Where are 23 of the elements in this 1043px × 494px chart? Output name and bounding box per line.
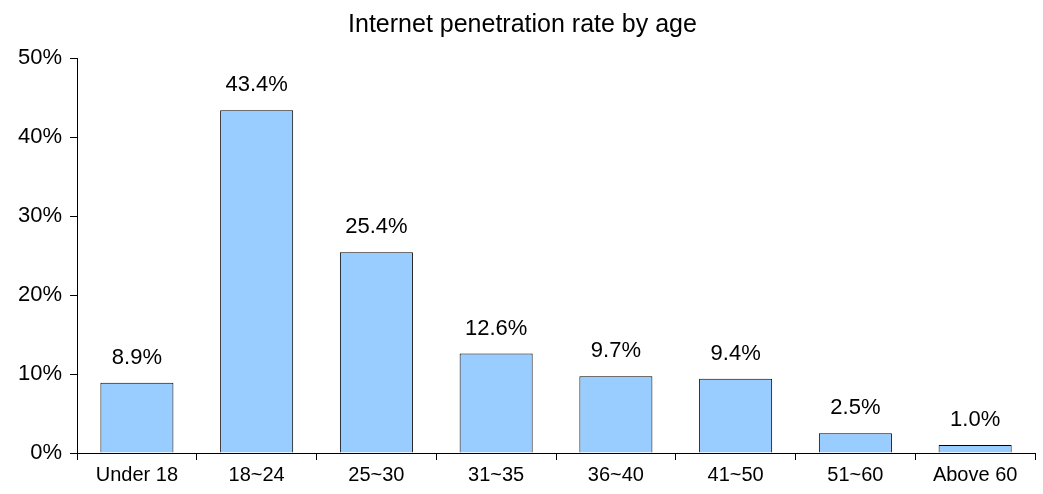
y-tick-label: 40% [17, 123, 63, 149]
x-tick-label: 36~40 [587, 462, 644, 485]
x-tick-label: 18~24 [228, 462, 285, 485]
data-label: 8.9% [111, 343, 162, 369]
x-tick-label: 51~60 [827, 462, 884, 485]
y-tick-label: 0% [30, 439, 63, 465]
x-tick-label: Under 18 [95, 462, 179, 485]
x-tick-label: Above 60 [932, 462, 1018, 485]
x-tick-label: 25~30 [348, 462, 405, 485]
x-tick-label: 41~50 [707, 462, 764, 485]
y-tick-label: 50% [17, 44, 63, 70]
data-label: 1.0% [950, 406, 1001, 432]
data-label: 9.4% [710, 339, 761, 365]
data-label: 43.4% [225, 71, 288, 97]
y-tick-label: 30% [17, 202, 63, 228]
data-label: 2.5% [830, 394, 881, 420]
data-label: 25.4% [345, 213, 408, 239]
y-tick-label: 10% [17, 360, 63, 386]
chart-title: Internet penetration rate by age [348, 8, 697, 37]
data-label: 12.6% [464, 314, 528, 340]
y-tick-label: 20% [17, 281, 63, 307]
x-tick-label: 31~35 [468, 462, 525, 485]
data-label: 9.7% [590, 337, 641, 363]
